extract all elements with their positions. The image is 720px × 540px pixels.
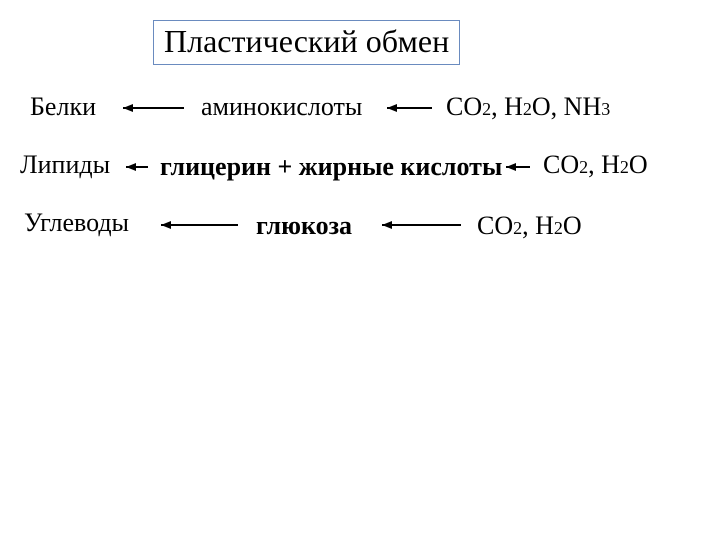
- label-lipids-products: СО2, Н2О: [543, 150, 648, 180]
- label-amino-acids: аминокислоты: [201, 92, 362, 122]
- label-proteins-products: СО2, Н2О, NН3: [446, 92, 610, 122]
- arrows-layer: [0, 0, 720, 540]
- title-text: Пластический обмен: [164, 23, 449, 59]
- label-carbs: Углеводы: [24, 208, 129, 238]
- label-glycerin-fatty-acids: глицерин + жирные кислоты: [160, 152, 502, 182]
- label-lipids: Липиды: [20, 150, 110, 180]
- label-carbs-products: СО2, Н2О: [477, 211, 582, 241]
- diagram-stage: Пластический обмен Белки аминокислоты СО…: [0, 0, 720, 540]
- label-proteins: Белки: [30, 92, 96, 122]
- label-glucose: глюкоза: [256, 211, 352, 241]
- title-box: Пластический обмен: [153, 20, 460, 65]
